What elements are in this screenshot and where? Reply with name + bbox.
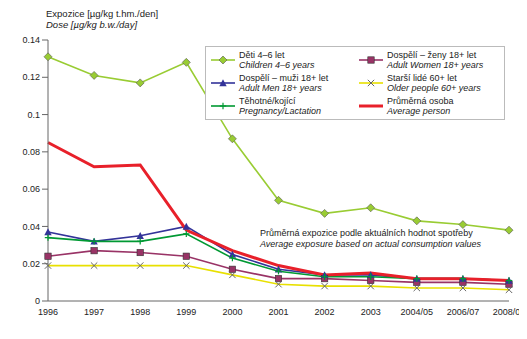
svg-text:0: 0 — [35, 296, 40, 306]
html-text:Těhotné/kojící: Těhotné/kojící — [239, 96, 296, 106]
svg-text:0.02: 0.02 — [22, 259, 40, 269]
svg-text:0.12: 0.12 — [22, 72, 40, 82]
html-text:Starší lidé 60+ let: Starší lidé 60+ let — [387, 73, 457, 83]
svg-text:2001: 2001 — [268, 307, 288, 317]
html-text:Older people 60+ years: Older people 60+ years — [387, 83, 481, 93]
html-text:Average exposure based on actu: Average exposure based on actual consump… — [260, 239, 481, 249]
html-text:Dospělí – muži 18+ let: Dospělí – muži 18+ let — [239, 73, 329, 83]
svg-text:0.04: 0.04 — [22, 222, 40, 232]
svg-text:1996: 1996 — [38, 307, 58, 317]
svg-text:0.06: 0.06 — [22, 184, 40, 194]
html-text:Průměrná expozice podle aktuál: Průměrná expozice podle aktuálních hodno… — [260, 228, 473, 238]
html-text:Adult Women 18+ years: Adult Women 18+ years — [387, 60, 484, 70]
html-text:Adult Men 18+ years: Adult Men 18+ years — [239, 83, 322, 93]
svg-text:2004/05: 2004/05 — [401, 307, 434, 317]
svg-text:1999: 1999 — [176, 307, 196, 317]
html-text:Průměrná osoba: Průměrná osoba — [387, 96, 454, 106]
svg-text:2002: 2002 — [315, 307, 335, 317]
html-text:Děti 4–6 let: Děti 4–6 let — [239, 50, 285, 60]
html-text:Expozice [µg/kg t.hm./den]: Expozice [µg/kg t.hm./den] — [46, 8, 159, 19]
svg-text:0.08: 0.08 — [22, 147, 40, 157]
svg-text:2006/07: 2006/07 — [447, 307, 480, 317]
svg-text:1997: 1997 — [84, 307, 104, 317]
svg-text:1998: 1998 — [130, 307, 150, 317]
svg-text:0.1: 0.1 — [27, 110, 40, 120]
html-text:Dose [µg/kg b.w./day]: Dose [µg/kg b.w./day] — [46, 19, 137, 30]
html-text:Average person: Average person — [387, 106, 451, 116]
svg-text:2008/09: 2008/09 — [493, 307, 519, 317]
svg-text:0.14: 0.14 — [22, 35, 40, 45]
html-text:Dospělí – ženy 18+ let: Dospělí – ženy 18+ let — [387, 50, 477, 60]
html-text:Children 4–6 years: Children 4–6 years — [239, 60, 315, 70]
svg-text:2003: 2003 — [361, 307, 381, 317]
html-text:Pregnancy/Lactation: Pregnancy/Lactation — [239, 106, 322, 116]
svg-text:2000: 2000 — [222, 307, 242, 317]
